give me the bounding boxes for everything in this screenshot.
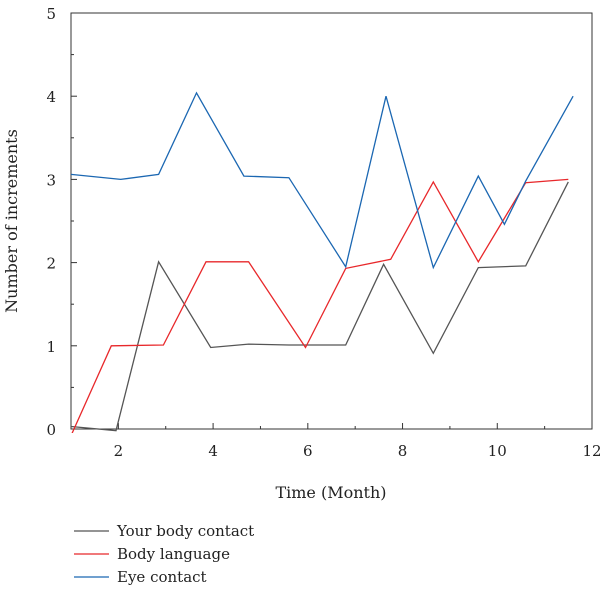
- x-tick-label: 12: [582, 442, 600, 460]
- x-tick-label: 8: [398, 442, 408, 460]
- y-tick-label: 4: [46, 88, 56, 106]
- legend: Your body contact Body language Eye contac…: [74, 522, 254, 586]
- series-line: [71, 181, 569, 432]
- x-tick-label: 2: [114, 442, 124, 460]
- legend-label: Your body contact: [116, 522, 254, 540]
- y-axis-label: Number of increments: [2, 129, 21, 313]
- y-tick-label: 3: [46, 171, 56, 189]
- series-line: [71, 91, 574, 270]
- y-tick-label: 1: [46, 338, 56, 356]
- series-layer: [71, 91, 574, 433]
- x-axis-label: Time (Month): [275, 483, 386, 502]
- x-tick-label: 10: [488, 442, 507, 460]
- y-tick-label: 5: [46, 5, 56, 23]
- legend-label: Body language: [117, 545, 230, 563]
- plot-frame: [70, 12, 593, 430]
- y-tick-label: 2: [46, 255, 56, 273]
- y-tick-label: 0: [46, 421, 56, 439]
- series-line: [71, 178, 569, 433]
- x-tick-label: 6: [303, 442, 313, 460]
- legend-label: Eye contact: [117, 568, 207, 586]
- x-tick-label: 4: [208, 442, 218, 460]
